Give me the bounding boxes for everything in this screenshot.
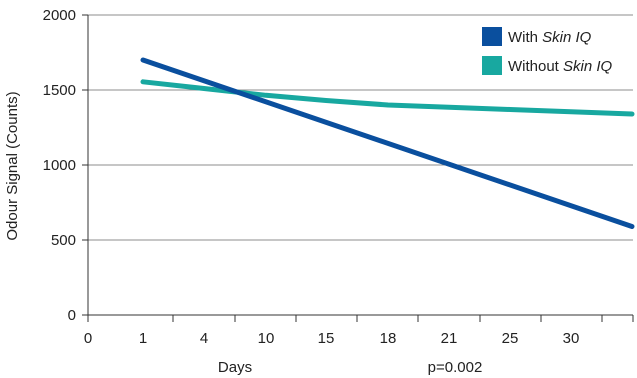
x-tick-label: 18 xyxy=(380,330,397,347)
x-tick-label: 30 xyxy=(563,330,580,347)
y-tick-label: 1500 xyxy=(43,82,76,99)
legend-label-product: Skin IQ xyxy=(542,29,592,46)
series-line-without-skin-iq xyxy=(140,79,635,117)
x-tick-label: 10 xyxy=(258,330,275,347)
x-tick-label: 25 xyxy=(502,330,519,347)
axes: 0 500 1000 1500 2000 0 1 4 10 15 18 21 25 30 xyxy=(43,7,634,347)
gridlines xyxy=(88,14,633,241)
legend-label-product: Skin IQ xyxy=(563,58,613,75)
x-tick-label: 1 xyxy=(139,330,147,347)
series-line-with-skin-iq xyxy=(140,57,635,229)
x-tick-label: 4 xyxy=(200,330,208,347)
series-lines xyxy=(140,57,635,229)
legend-swatch xyxy=(482,56,502,75)
y-tick-label: 1000 xyxy=(43,157,76,174)
y-axis-title: Odour Signal (Counts) xyxy=(4,91,21,240)
y-tick-label: 500 xyxy=(51,232,76,249)
legend-label-text: With xyxy=(508,29,542,46)
legend-label-text: Without xyxy=(508,58,563,75)
legend-label: Without Skin IQ xyxy=(508,58,613,75)
legend-label: With Skin IQ xyxy=(508,29,592,46)
legend-swatch xyxy=(482,27,502,46)
p-value-annotation: p=0.002 xyxy=(428,359,483,376)
x-axis-title: Days xyxy=(218,359,252,376)
x-tick-label: 0 xyxy=(84,330,92,347)
y-tick-label: 2000 xyxy=(43,7,76,24)
x-tick-label: 21 xyxy=(441,330,458,347)
x-tick-label: 15 xyxy=(318,330,335,347)
y-tick-label: 0 xyxy=(68,307,76,324)
